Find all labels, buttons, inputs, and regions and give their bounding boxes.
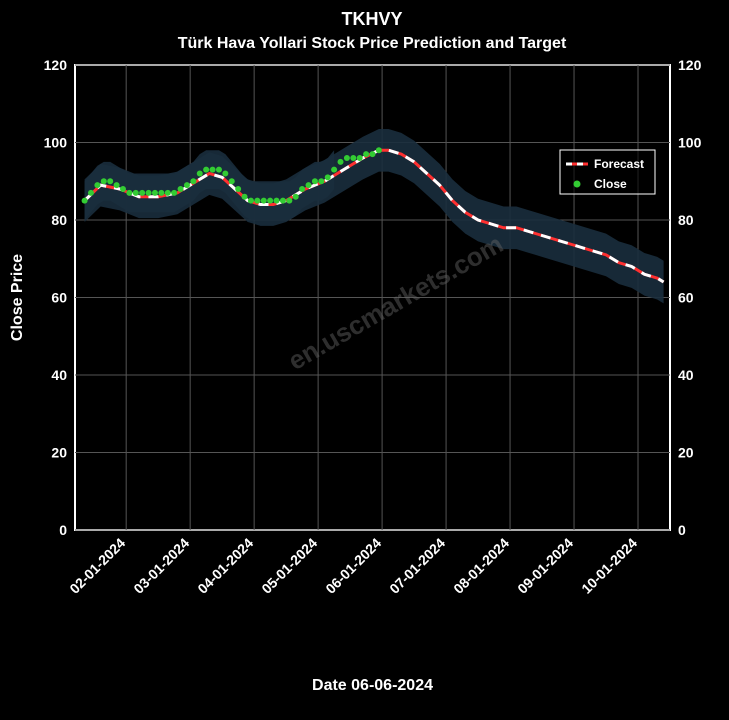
legend: Forecast Close	[560, 150, 655, 194]
close-point	[197, 171, 203, 177]
close-point	[101, 178, 107, 184]
y-tick-left: 80	[51, 212, 67, 228]
close-point	[274, 198, 280, 204]
close-point	[254, 198, 260, 204]
close-point	[350, 155, 356, 161]
y-tick-labels-right: 0 20 40 60 80 100 120	[678, 57, 702, 538]
legend-label: Forecast	[594, 157, 644, 171]
x-tick: 07-01-2024	[386, 535, 448, 597]
close-point	[331, 167, 337, 173]
y-tick-left: 100	[44, 135, 68, 151]
close-point	[248, 198, 254, 204]
x-axis-label: Date 06-06-2024	[312, 677, 433, 694]
x-tick: 03-01-2024	[130, 535, 192, 597]
close-point	[357, 155, 363, 161]
close-point	[190, 178, 196, 184]
close-point	[184, 182, 190, 188]
close-point	[203, 167, 209, 173]
close-point	[325, 174, 331, 180]
y-tick-right: 20	[678, 445, 694, 461]
close-point	[229, 178, 235, 184]
close-point	[235, 186, 241, 192]
chart-svg: TKHVY Türk Hava Yollari Stock Price Pred…	[0, 0, 729, 720]
x-tick: 05-01-2024	[258, 535, 320, 597]
x-tick: 08-01-2024	[450, 535, 512, 597]
y-tick-left: 60	[51, 290, 67, 306]
close-point	[178, 186, 184, 192]
close-point	[133, 190, 139, 196]
close-point	[146, 190, 152, 196]
y-tick-left: 120	[44, 57, 68, 73]
close-point	[306, 182, 312, 188]
close-point	[216, 167, 222, 173]
chart-title: TKHVY	[341, 9, 402, 29]
close-point	[293, 194, 299, 200]
close-point	[107, 178, 113, 184]
y-tick-right: 100	[678, 135, 702, 151]
close-point	[222, 171, 228, 177]
y-tick-right: 80	[678, 212, 694, 228]
x-tick: 09-01-2024	[514, 535, 576, 597]
y-axis-label: Close Price	[9, 254, 26, 341]
close-point	[171, 190, 177, 196]
close-point	[363, 151, 369, 157]
close-point	[344, 155, 350, 161]
close-point	[242, 194, 248, 200]
close-point	[261, 198, 267, 204]
close-point	[126, 190, 132, 196]
y-tick-right: 40	[678, 367, 694, 383]
close-point	[94, 182, 100, 188]
x-tick: 06-01-2024	[322, 535, 384, 597]
y-tick-left: 40	[51, 367, 67, 383]
close-point	[286, 198, 292, 204]
x-tick-labels: 02-01-202403-01-202404-01-202405-01-2024…	[66, 535, 640, 597]
close-point	[280, 198, 286, 204]
watermark-text: en.uscmarkets.com	[283, 229, 508, 376]
y-tick-right: 60	[678, 290, 694, 306]
y-tick-right: 0	[678, 522, 686, 538]
y-tick-right: 120	[678, 57, 702, 73]
legend-label: Close	[594, 177, 627, 191]
x-tick: 10-01-2024	[578, 535, 640, 597]
y-tick-left: 0	[59, 522, 67, 538]
close-point	[158, 190, 164, 196]
close-point	[120, 186, 126, 192]
chart-subtitle: Türk Hava Yollari Stock Price Prediction…	[178, 35, 567, 52]
close-point	[312, 178, 318, 184]
close-point	[210, 167, 216, 173]
close-point	[139, 190, 145, 196]
x-tick: 02-01-2024	[66, 535, 128, 597]
y-tick-labels-left: 0 20 40 60 80 100 120	[44, 57, 68, 538]
close-point	[165, 190, 171, 196]
close-point	[318, 178, 324, 184]
chart-root: TKHVY Türk Hava Yollari Stock Price Pred…	[0, 0, 729, 720]
close-point	[267, 198, 273, 204]
y-tick-left: 20	[51, 445, 67, 461]
close-point	[152, 190, 158, 196]
x-tick: 04-01-2024	[194, 535, 256, 597]
close-point	[82, 198, 88, 204]
close-point	[376, 147, 382, 153]
close-point	[338, 159, 344, 165]
close-point	[299, 186, 305, 192]
close-point	[88, 190, 94, 196]
close-point	[370, 151, 376, 157]
close-point	[114, 182, 120, 188]
